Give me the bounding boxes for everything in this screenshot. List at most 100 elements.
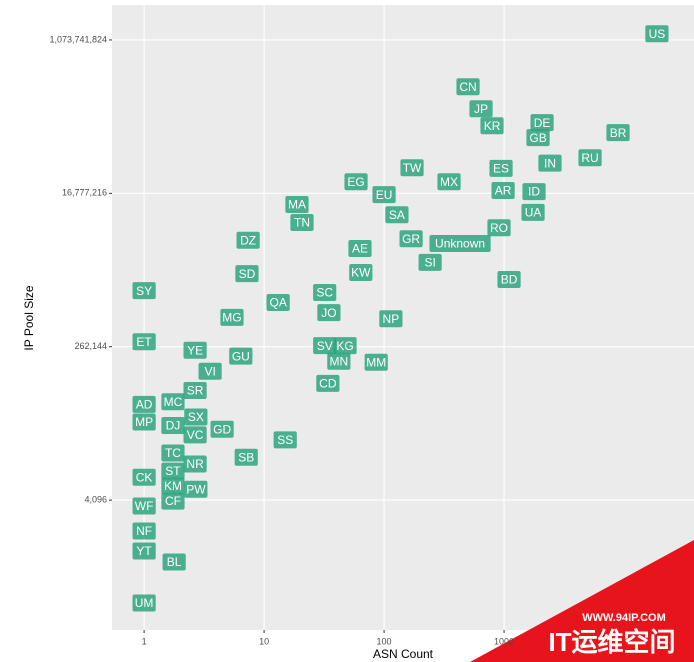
point-label: KW bbox=[351, 266, 371, 280]
point-label-box bbox=[229, 347, 253, 365]
point-label-box bbox=[317, 304, 341, 322]
point-label: CD bbox=[319, 377, 337, 391]
point-label: MN bbox=[330, 354, 349, 368]
point-label: GB bbox=[529, 131, 546, 145]
point-label: AE bbox=[352, 242, 368, 256]
point-label-box bbox=[161, 492, 185, 510]
point-label: US bbox=[649, 27, 666, 41]
point-label: UA bbox=[525, 206, 542, 220]
watermark-band bbox=[470, 540, 694, 662]
watermark-name: IT运维空间 bbox=[548, 627, 675, 657]
point-label: QA bbox=[269, 296, 286, 310]
point-label: MP bbox=[135, 415, 153, 429]
point-label: WF bbox=[135, 499, 154, 513]
point-label: Unknown bbox=[435, 237, 485, 251]
point-label-box bbox=[161, 444, 185, 462]
point-label-box bbox=[456, 78, 480, 96]
point-label-box bbox=[645, 25, 669, 43]
point-label-box bbox=[521, 203, 545, 221]
point-label: CK bbox=[136, 470, 153, 484]
point-label: TC bbox=[165, 446, 181, 460]
point-label-box bbox=[234, 448, 258, 466]
point-label: BD bbox=[501, 273, 518, 287]
y-axis-title: IP Pool Size bbox=[22, 285, 36, 350]
point-label-box bbox=[161, 462, 185, 480]
point-label: KR bbox=[484, 119, 501, 133]
y-tick-label: 262,144 bbox=[74, 341, 107, 351]
point-label: AR bbox=[495, 184, 512, 198]
point-label: DZ bbox=[240, 233, 256, 247]
point-label: RO bbox=[490, 221, 508, 235]
point-label-box bbox=[578, 149, 602, 167]
point-label-box bbox=[327, 352, 351, 370]
point-label-box bbox=[183, 341, 207, 359]
point-label: ST bbox=[165, 464, 181, 478]
point-label: SV bbox=[317, 339, 333, 353]
point-label: JP bbox=[474, 102, 488, 116]
point-label: YT bbox=[136, 544, 152, 558]
point-label: BL bbox=[167, 555, 182, 569]
point-label-box bbox=[132, 542, 156, 560]
point-label-box bbox=[313, 337, 337, 355]
point-label: VC bbox=[187, 428, 204, 442]
point-label-box bbox=[526, 129, 550, 147]
point-label: NF bbox=[136, 524, 152, 538]
point-label-box bbox=[183, 455, 207, 473]
point-label-box bbox=[236, 231, 260, 249]
point-label-box bbox=[198, 362, 222, 380]
point-label: GU bbox=[232, 349, 250, 363]
point-label: NR bbox=[186, 457, 204, 471]
point-label-box bbox=[522, 183, 546, 201]
point-label-box bbox=[132, 497, 156, 515]
point-label-box bbox=[333, 337, 357, 355]
x-axis-title: ASN Count bbox=[373, 647, 434, 661]
x-tick-label: 1 bbox=[142, 636, 147, 646]
point-label: EU bbox=[376, 188, 393, 202]
point-label-box bbox=[349, 264, 373, 282]
point-label: EG bbox=[347, 175, 364, 189]
point-label-box bbox=[364, 353, 388, 371]
point-label: JO bbox=[321, 306, 336, 320]
point-label-box bbox=[385, 206, 409, 224]
point-label-box bbox=[132, 333, 156, 351]
point-label-box bbox=[184, 408, 208, 426]
point-label: NP bbox=[383, 312, 400, 326]
point-label-box bbox=[132, 413, 156, 431]
point-label-box bbox=[162, 553, 186, 571]
point-label-box bbox=[235, 265, 259, 283]
point-label: PW bbox=[186, 482, 206, 496]
point-label: SS bbox=[277, 433, 293, 447]
point-label: KM bbox=[164, 479, 182, 493]
point-label: KG bbox=[336, 339, 353, 353]
point-label-box bbox=[161, 416, 185, 434]
point-label-box bbox=[132, 594, 156, 612]
point-label-box bbox=[489, 159, 513, 177]
watermark-url: WWW.94IP.COM bbox=[582, 612, 666, 624]
point-label-box bbox=[210, 420, 234, 438]
point-label: MM bbox=[366, 355, 386, 369]
x-tick-label: 10 bbox=[259, 636, 269, 646]
point-label-box bbox=[183, 381, 207, 399]
point-label: SD bbox=[239, 267, 256, 281]
point-label: SY bbox=[136, 284, 152, 298]
point-label-box bbox=[606, 124, 630, 142]
point-label: MA bbox=[288, 198, 306, 212]
point-label-box bbox=[316, 374, 340, 392]
point-label: SC bbox=[316, 286, 333, 300]
point-label: DE bbox=[534, 116, 551, 130]
point-label: TW bbox=[403, 161, 422, 175]
point-label: SI bbox=[424, 256, 435, 270]
point-label-box bbox=[530, 114, 554, 132]
point-label-box bbox=[132, 395, 156, 413]
point-label-box bbox=[273, 431, 297, 449]
point-label-box bbox=[344, 173, 368, 191]
point-label-box bbox=[266, 293, 290, 311]
point-label-box bbox=[469, 100, 493, 118]
point-label-box bbox=[400, 159, 424, 177]
point-label: MX bbox=[440, 175, 458, 189]
point-label-box bbox=[132, 282, 156, 300]
point-label: GD bbox=[213, 422, 231, 436]
point-label-box bbox=[348, 239, 372, 257]
point-label-box bbox=[183, 426, 207, 444]
point-label-box bbox=[132, 468, 156, 486]
